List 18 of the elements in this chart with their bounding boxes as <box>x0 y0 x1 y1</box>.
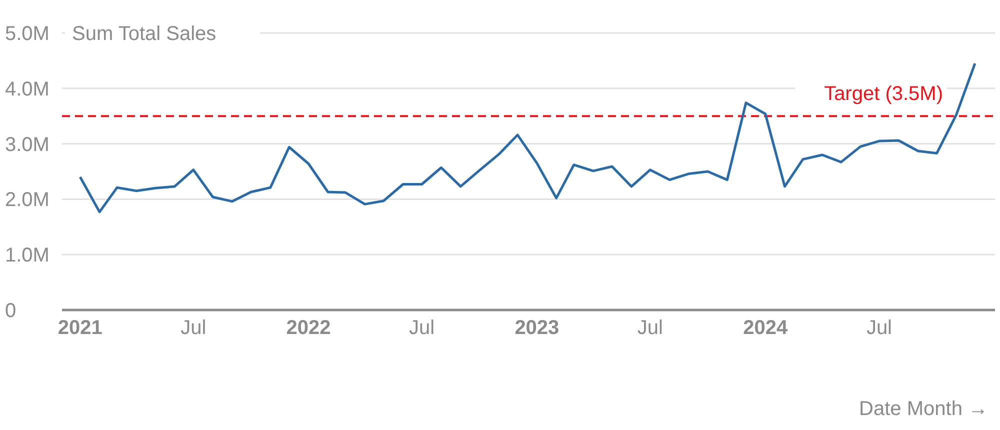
x-tick-label: 2024 <box>743 317 788 339</box>
y-tick-label: 4.0M <box>5 78 50 100</box>
y-axis-title: Sum Total Sales <box>72 23 216 45</box>
x-tick-label: Jul <box>180 317 206 339</box>
line-series <box>78 62 976 214</box>
x-tick-label: Jul <box>866 317 892 339</box>
y-tick-label: 0 <box>5 300 16 322</box>
y-tick-label: 1.0M <box>5 244 50 267</box>
x-tick-label: 2021 <box>58 317 102 339</box>
x-tick-label: 2022 <box>286 317 331 339</box>
x-axis-title: Date Month → <box>859 398 988 420</box>
x-tick-label: Jul <box>637 317 663 339</box>
y-tick-label: 5.0M <box>5 23 50 45</box>
y-tick-label: 3.0M <box>5 134 50 156</box>
x-tick-label: Jul <box>409 317 435 339</box>
x-tick-label: 2023 <box>514 317 560 339</box>
ref-line-label: Target (3.5M) <box>824 83 943 106</box>
y-tick-label: 2.0M <box>5 189 50 212</box>
